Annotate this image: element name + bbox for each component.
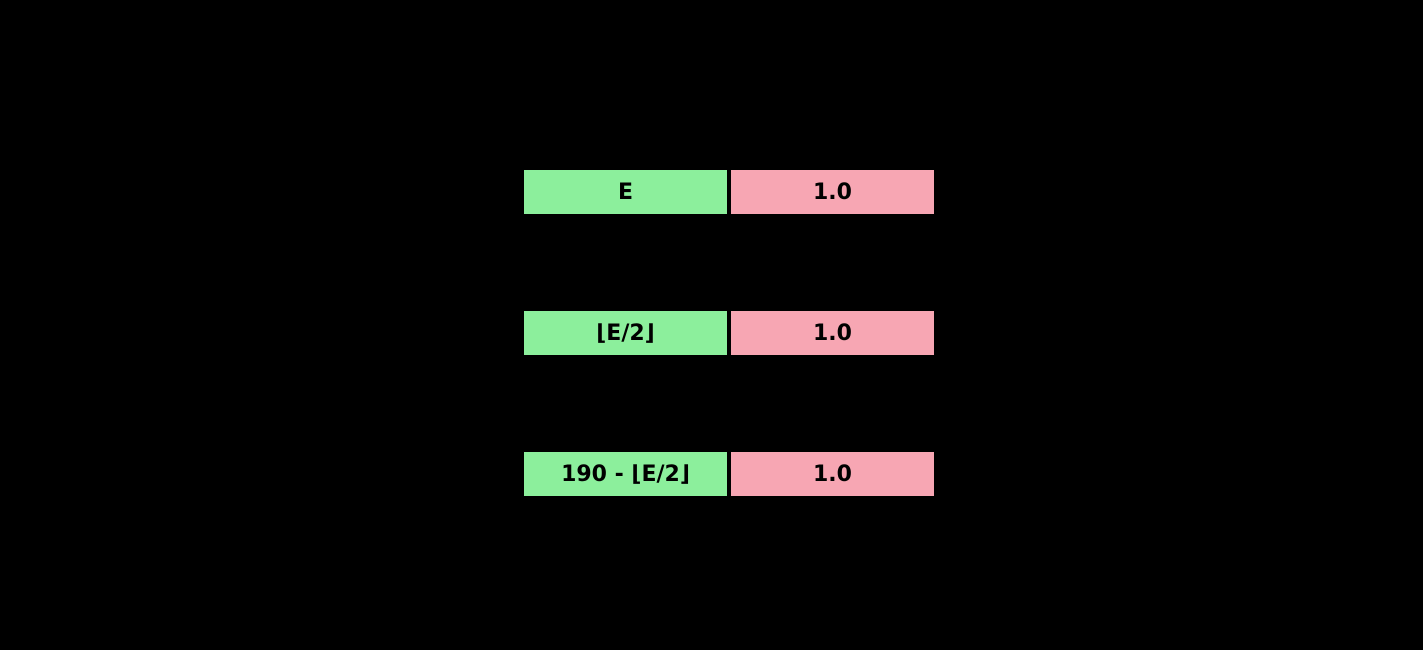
cell-190-minus-value-label: 1.0: [813, 462, 852, 487]
cell-190-minus-value: 1.0: [729, 450, 936, 498]
cell-e-value: 1.0: [729, 168, 936, 216]
cell-e-value-label: 1.0: [813, 180, 852, 205]
cell-e-label: E: [618, 180, 633, 205]
cell-e: E: [522, 168, 729, 216]
row-1: ⌊E/2⌋ 1.0: [522, 309, 936, 357]
cell-floor-e-2-label: ⌊E/2⌋: [596, 321, 654, 346]
cell-floor-e-2: ⌊E/2⌋: [522, 309, 729, 357]
cell-190-minus-label: 190 - ⌊E/2⌋: [561, 462, 690, 487]
cell-floor-e-2-value: 1.0: [729, 309, 936, 357]
row-0: E 1.0: [522, 168, 936, 216]
diagram-stage: E 1.0 ⌊E/2⌋ 1.0 190 - ⌊E/2⌋ 1.0: [0, 0, 1423, 650]
cell-190-minus: 190 - ⌊E/2⌋: [522, 450, 729, 498]
row-2: 190 - ⌊E/2⌋ 1.0: [522, 450, 936, 498]
cell-floor-e-2-value-label: 1.0: [813, 321, 852, 346]
